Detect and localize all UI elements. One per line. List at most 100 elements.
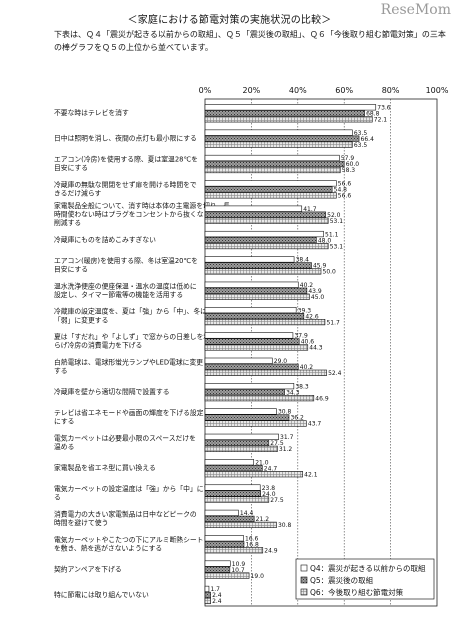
- x-tick-label: 80%: [382, 86, 400, 95]
- bar-value-label: 2.4: [212, 592, 222, 599]
- bar-value-label: 31.2: [279, 446, 293, 453]
- bar-value-label: 60.0: [346, 161, 360, 168]
- category-label: 冷蔵庫を壁から適切な間隔で設置する: [54, 387, 170, 396]
- category-label: 冷蔵庫の無駄な開閉をせず扉を開ける時間をできるだけ減らす: [54, 180, 197, 198]
- bar-q6: [204, 445, 278, 452]
- chart-subtitle: 下表は、Ｑ４「震災が起きる以前からの取組」、Ｑ５「震災後の取組」、Ｑ６「今後取り…: [54, 30, 446, 52]
- bar-q6: [204, 547, 264, 554]
- bar-value-label: 68.8: [366, 111, 380, 118]
- bar-q5: [204, 135, 360, 142]
- bar-q6: [204, 116, 373, 123]
- bar-q5: [204, 312, 305, 320]
- bar-value-label: 73.6: [377, 105, 391, 112]
- x-tick-label: 20%: [243, 86, 261, 95]
- bar-value-label: 37.9: [294, 333, 308, 340]
- chart-title: ＜家庭における節電対策の実施状況の比較＞: [127, 15, 332, 26]
- category-label: 冷蔵庫にものを詰めこみすぎない: [54, 235, 156, 244]
- bar-q5: [204, 160, 345, 168]
- bar-value-label: 40.2: [300, 282, 314, 289]
- bar-value-label: 58.3: [342, 167, 356, 174]
- resemom-logo: ReseMom: [380, 2, 451, 18]
- bar-q5: [204, 515, 255, 522]
- bar-q6: [204, 293, 310, 300]
- bar-value-label: 57.9: [341, 155, 355, 162]
- bar-value-label: 23.8: [262, 485, 276, 492]
- bar-value-label: 40.2: [300, 364, 314, 371]
- bar-value-label: 53.1: [330, 243, 344, 250]
- bar-value-label: 48.0: [318, 237, 332, 244]
- bar-value-label: 46.9: [315, 395, 329, 402]
- legend-swatch: [300, 588, 308, 596]
- bar-q5: [204, 541, 245, 548]
- legend-box: [295, 558, 435, 600]
- bar-q5: [204, 439, 270, 446]
- bar-q5: [204, 186, 333, 193]
- bar-q4: [204, 256, 295, 263]
- legend-label: Q4：震災が起きる以前からの取組: [310, 563, 426, 573]
- bar-q5: [204, 566, 231, 573]
- category-label: 契約アンペアを下げる: [54, 564, 122, 573]
- bar-q4: [204, 433, 279, 440]
- bar-q4: [204, 484, 261, 491]
- bar-value-label: 31.7: [280, 434, 294, 441]
- bar-q5: [204, 338, 300, 345]
- bar-value-label: 54.8: [334, 187, 348, 194]
- category-label: 冷蔵庫の設定温度を、夏は「強」から「中」、冬は「弱」に変更する: [54, 307, 207, 325]
- category-label: 夏は「すだれ」や「よしず」で窓からの日差しを和らげ冷房の消費電力を下げる: [54, 332, 210, 350]
- bar-q4: [204, 535, 244, 542]
- bar-q5: [204, 262, 312, 269]
- x-tick-label: 40%: [289, 86, 307, 95]
- category-label: 家電製品を省エネ型に買い換える: [54, 463, 156, 472]
- bar-value-label: 42.6: [305, 313, 319, 320]
- bar-q6: [204, 242, 329, 250]
- bar-q5: [204, 363, 299, 370]
- bar-q4: [204, 560, 231, 567]
- bar-q4: [204, 104, 377, 111]
- bar-value-label: 42.1: [304, 471, 318, 478]
- bar-value-label: 19.0: [251, 573, 265, 580]
- bar-value-label: 53.1: [330, 218, 344, 225]
- bar-q5: [204, 490, 261, 497]
- bar-value-label: 44.3: [309, 345, 323, 352]
- bar-value-label: 63.5: [354, 130, 368, 137]
- bar-value-label: 50.0: [323, 269, 337, 276]
- category-label: 電気カーペットやこたつの下にアルミ断熱シートを敷き、熱を逃がさないようにする: [54, 535, 203, 553]
- bar-value-label: 72.1: [374, 117, 388, 124]
- bar-value-label: 16.6: [245, 535, 259, 542]
- category-label: 特に節電には取り組んでいない: [54, 590, 149, 599]
- bar-value-label: 16.8: [245, 541, 259, 548]
- bar-q4: [204, 129, 353, 136]
- category-label: 不要な時はテレビを消す: [54, 108, 129, 117]
- category-label: テレビは省エネモードや画面の輝度を下げる設定にする: [54, 408, 204, 426]
- bar-value-label: 24.9: [264, 547, 278, 554]
- bar-value-label: 1.7: [210, 586, 220, 593]
- bar-q4: [204, 383, 295, 390]
- bar-value-label: 39.3: [298, 307, 312, 314]
- bar-q6: [204, 597, 211, 605]
- legend: Q4：震災が起きる以前からの取組 Q5：震災後の取組 Q6：今後取り組む節電対策: [295, 558, 435, 600]
- bar-q5: [204, 211, 326, 218]
- bar-q5: [204, 110, 365, 117]
- legend-label: Q5：震災後の取組: [310, 575, 374, 585]
- legend-swatch: [300, 564, 308, 572]
- category-label: 温水洗浄便座の便座保温・温水の温度は低めに設定し、タイマー節電等の機能を活用する: [54, 281, 197, 299]
- bar-value-label: 45.9: [313, 263, 327, 270]
- bar-value-label: 29.0: [274, 358, 288, 365]
- bar-value-label: 2.4: [212, 598, 222, 605]
- bar-value-label: 51.7: [326, 319, 340, 326]
- category-labels: 不要な時はテレビを消す日中は照明を消し、夜間の点灯も最小限にするエアコン(冷房)…: [54, 108, 244, 599]
- bar-q6: [204, 166, 341, 174]
- bars: 73.668.872.1 63.566.463.5 57.960.058.3 56.6…: [204, 104, 391, 605]
- bar-value-label: 66.4: [361, 136, 375, 143]
- bar-value-label: 27.5: [270, 440, 284, 447]
- bar-q5: [204, 287, 308, 294]
- bar-q5: [204, 465, 263, 472]
- bar-q4: [204, 332, 294, 339]
- bar-value-label: 56.6: [338, 193, 352, 200]
- legend-swatch: [300, 576, 308, 584]
- category-label: 電気カーペットの設定温度は「強」から「中」にする: [54, 484, 211, 502]
- bar-q4: [204, 509, 239, 517]
- bar-q6: [204, 572, 250, 579]
- category-label: エアコン(暖房)を使用する際、冬は室温20℃を目安にする: [54, 256, 198, 274]
- x-tick-label: 60%: [335, 86, 353, 95]
